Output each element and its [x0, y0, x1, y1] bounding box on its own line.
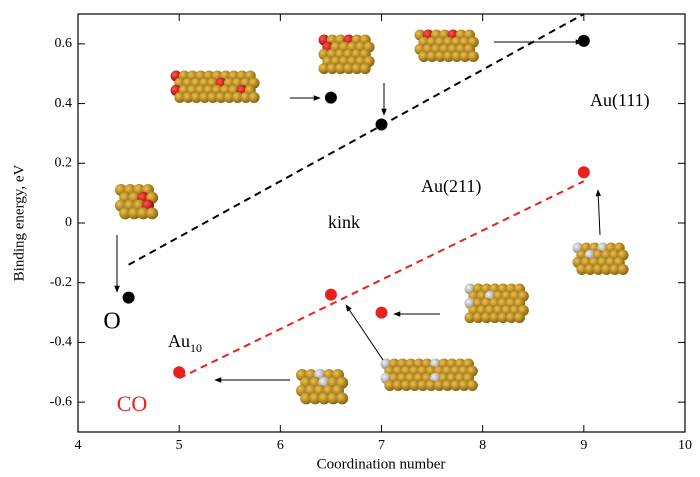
atom [417, 379, 429, 391]
atom [472, 312, 484, 324]
atom [128, 207, 141, 220]
atom [182, 91, 194, 103]
atom [248, 91, 260, 103]
annotation: Au10 [168, 331, 202, 355]
atom [489, 312, 501, 324]
annotation: kink [328, 212, 360, 232]
atom [514, 312, 525, 324]
atom [425, 379, 437, 391]
atom [232, 91, 244, 103]
atom [442, 379, 454, 391]
atom [207, 91, 219, 103]
plot-frame [77, 13, 686, 433]
data-point [577, 166, 590, 179]
data-point [375, 306, 388, 319]
atom [223, 91, 235, 103]
x-tick-label: 9 [580, 438, 587, 453]
atom [433, 379, 445, 391]
annotation: Au(111) [590, 90, 650, 111]
atom [174, 91, 186, 103]
atom [351, 63, 363, 75]
atom [318, 392, 331, 405]
atom [464, 312, 476, 324]
atom [335, 63, 346, 75]
atom [617, 263, 629, 275]
fit-line [128, 13, 585, 266]
atom [309, 392, 322, 405]
atom [451, 50, 463, 62]
x-tick-label: 7 [378, 438, 385, 453]
atom [199, 91, 211, 103]
data-point [324, 91, 337, 104]
y-tick-label: 0 [65, 215, 72, 230]
atom [426, 50, 438, 62]
atom [497, 312, 509, 324]
atom [400, 379, 412, 391]
x-axis-label: Coordination number [317, 456, 446, 472]
y-tick-label: 0.6 [55, 36, 73, 51]
atom [592, 263, 604, 275]
y-tick-label: -0.6 [50, 394, 72, 409]
atom [458, 379, 470, 391]
atom [434, 50, 446, 62]
atom [601, 263, 613, 275]
data-point [577, 34, 590, 47]
atom [584, 263, 596, 275]
annotation: Au(211) [421, 176, 481, 197]
atom [359, 63, 371, 75]
atom [146, 207, 159, 220]
x-tick-label: 10 [678, 438, 692, 453]
annotation-subscript: 10 [190, 341, 202, 355]
arrow [595, 189, 602, 236]
series-label: CO [117, 391, 148, 416]
data-point [173, 366, 186, 379]
atom [459, 50, 471, 62]
atom [137, 207, 150, 220]
atom [240, 91, 252, 103]
atom [336, 392, 349, 405]
atom [609, 263, 621, 275]
atom [327, 392, 340, 405]
x-tick-label: 8 [479, 438, 486, 453]
atom [326, 63, 338, 75]
fit-line [178, 180, 585, 380]
y-tick-label: -0.4 [50, 335, 72, 350]
atom [481, 312, 492, 324]
atom [392, 379, 404, 391]
atom [409, 379, 421, 391]
series-label: O [103, 309, 120, 335]
atom [418, 50, 430, 62]
atom [450, 379, 462, 391]
y-axis-label: Binding energy, eV [11, 165, 27, 282]
atom [576, 263, 588, 275]
data-point [324, 288, 337, 301]
y-tick-label: -0.2 [50, 275, 72, 290]
atom [467, 50, 479, 62]
x-tick-label: 6 [277, 438, 284, 453]
x-tick-label: 4 [75, 438, 82, 453]
data-point [375, 118, 388, 131]
atom [466, 379, 478, 391]
atom [215, 91, 227, 103]
atom [343, 63, 355, 75]
cluster-images [115, 29, 629, 405]
atom [505, 312, 517, 324]
y-tick-label: 0.2 [55, 156, 73, 171]
arrows [114, 39, 602, 383]
atom [384, 379, 396, 391]
atom [300, 392, 313, 405]
atom [318, 63, 330, 75]
y-tick-label: 0.4 [55, 96, 73, 111]
atom [190, 91, 202, 103]
atom [119, 207, 132, 220]
arrow [345, 304, 384, 361]
x-tick-label: 5 [176, 438, 183, 453]
atom [443, 50, 455, 62]
data-point [122, 291, 135, 304]
